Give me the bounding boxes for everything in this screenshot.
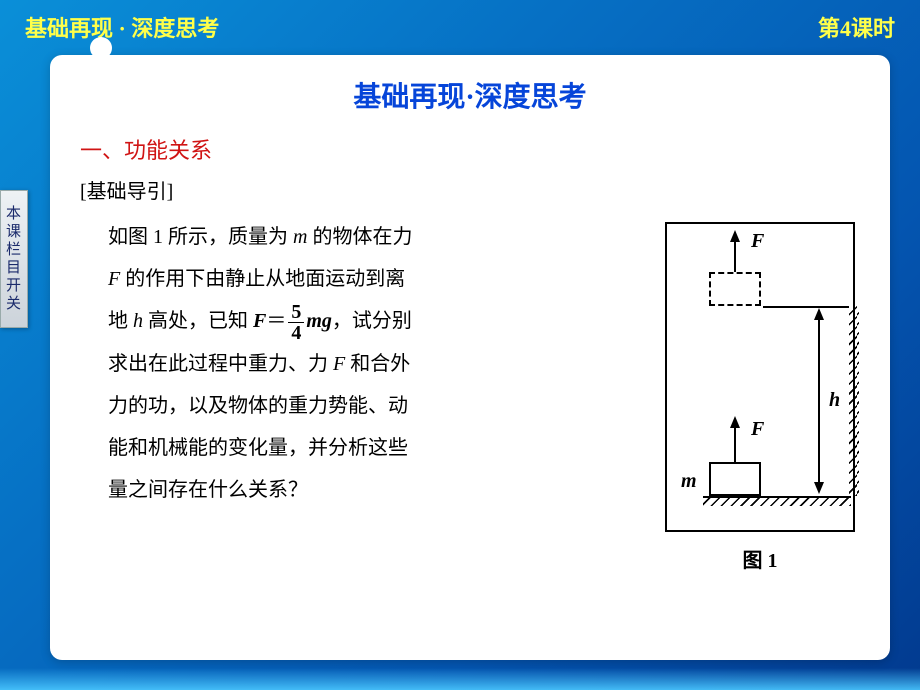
arrow-head-icon xyxy=(814,482,824,494)
t: 能和机械能的变化量，并分析这些 xyxy=(108,427,634,469)
t: ，试分别 xyxy=(332,310,412,332)
wall-hatch xyxy=(849,306,859,496)
label-F-bot: F xyxy=(751,418,764,441)
figure-column: F h F m 图 1 xyxy=(660,216,860,573)
label-h: h xyxy=(829,389,840,412)
eqL: F xyxy=(253,310,266,332)
arrow-shaft xyxy=(734,240,736,272)
problem-text: 如图 1 所示，质量为 m 的物体在力 F 的作用下由静止从地面运动到离 地 h… xyxy=(80,216,640,573)
body-row: 如图 1 所示，质量为 m 的物体在力 F 的作用下由静止从地面运动到离 地 h… xyxy=(80,216,860,573)
slide-header: 基础再现 · 深度思考 第4课时 xyxy=(0,0,920,46)
figure-1: F h F m xyxy=(665,222,855,532)
label-F-top: F xyxy=(751,230,764,253)
header-right: 第4课时 xyxy=(818,11,895,43)
t: 地 xyxy=(108,310,133,332)
sym-m: m xyxy=(293,226,307,248)
h-line xyxy=(818,318,820,484)
upper-surface xyxy=(763,306,849,308)
t: 如图 1 所示，质量为 xyxy=(108,226,293,248)
sym-h: h xyxy=(133,310,143,332)
sym-F: F xyxy=(108,268,120,290)
eqR: mg xyxy=(306,310,332,332)
arrow-shaft xyxy=(734,426,736,462)
main-title: 基础再现·深度思考 xyxy=(80,75,860,115)
fraction: 54 xyxy=(288,302,304,343)
sym-F2: F xyxy=(333,353,345,375)
t: 和合外 xyxy=(345,353,410,375)
t: 力的功，以及物体的重力势能、动 xyxy=(108,385,634,427)
solid-block xyxy=(709,462,761,496)
num: 5 xyxy=(288,302,304,323)
sub-heading: [基础导引] xyxy=(80,175,860,204)
t: 高处，已知 xyxy=(143,310,253,332)
ground-hatch xyxy=(703,496,851,506)
t: 的物体在力 xyxy=(307,226,412,248)
den: 4 xyxy=(288,323,304,343)
eqMid: ＝ xyxy=(266,310,286,332)
dashed-block xyxy=(709,272,761,306)
label-m: m xyxy=(681,470,697,493)
side-tab-toggle[interactable]: 本课栏目开关 xyxy=(0,190,28,328)
t: 的作用下由静止从地面运动到离 xyxy=(120,268,405,290)
header-left: 基础再现 · 深度思考 xyxy=(25,11,219,43)
content-panel: 基础再现·深度思考 一、功能关系 [基础导引] 如图 1 所示，质量为 m 的物… xyxy=(50,55,890,660)
section-heading: 一、功能关系 xyxy=(80,133,860,165)
t: 求出在此过程中重力、力 xyxy=(108,353,333,375)
figure-caption: 图 1 xyxy=(743,544,778,573)
bottom-glow xyxy=(0,668,920,690)
t: 量之间存在什么关系？ xyxy=(108,469,634,511)
